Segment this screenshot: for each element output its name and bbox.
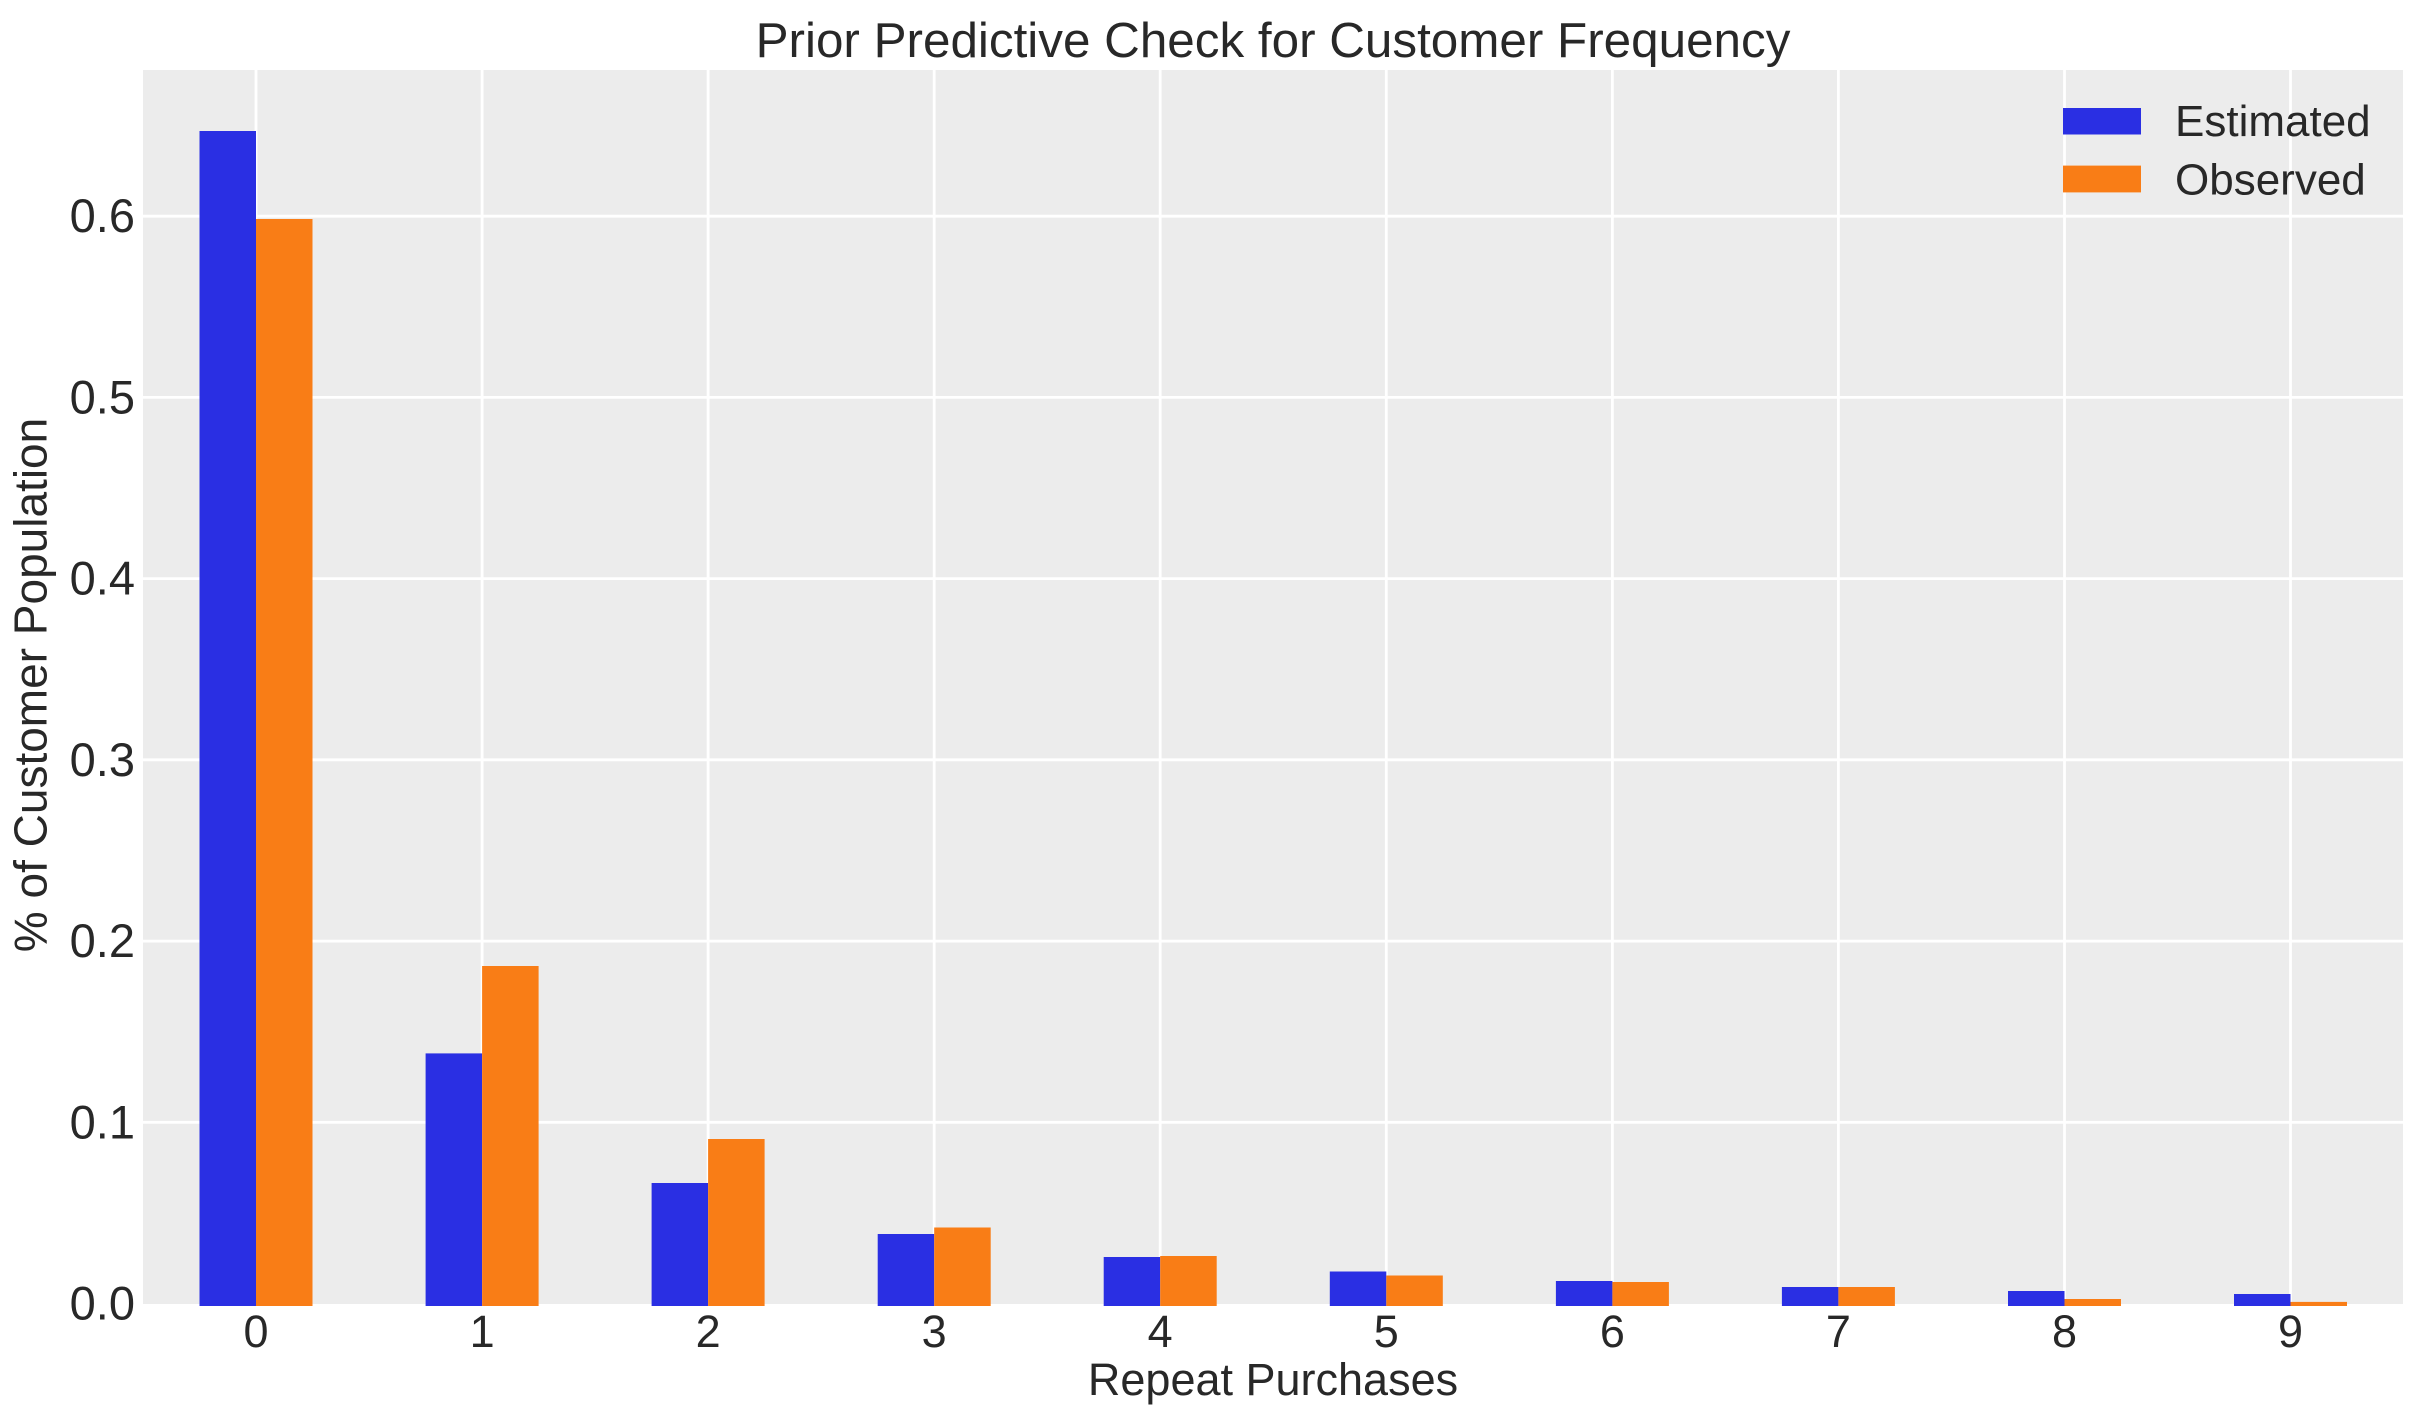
svg-text:0.0: 0.0	[70, 1277, 135, 1330]
svg-text:Observed: Observed	[2175, 155, 2366, 204]
svg-text:% of Customer Population: % of Customer Population	[5, 418, 57, 952]
svg-text:0.1: 0.1	[70, 1095, 135, 1148]
svg-text:0.4: 0.4	[70, 552, 135, 605]
svg-text:0.2: 0.2	[70, 914, 135, 967]
svg-text:9: 9	[2278, 1306, 2303, 1357]
svg-text:0: 0	[243, 1306, 268, 1357]
svg-text:5: 5	[1374, 1306, 1399, 1357]
svg-text:6: 6	[1600, 1306, 1625, 1357]
svg-text:0.6: 0.6	[70, 189, 135, 242]
svg-text:4: 4	[1148, 1306, 1173, 1357]
svg-text:7: 7	[1826, 1306, 1851, 1357]
svg-text:0.3: 0.3	[70, 733, 135, 786]
svg-text:0.5: 0.5	[70, 370, 135, 423]
svg-text:1: 1	[470, 1306, 495, 1357]
svg-text:Repeat Purchases: Repeat Purchases	[1088, 1354, 1458, 1405]
svg-text:2: 2	[696, 1306, 721, 1357]
svg-text:Estimated: Estimated	[2175, 97, 2371, 146]
svg-text:8: 8	[2052, 1306, 2077, 1357]
svg-text:Prior Predictive Check for Cus: Prior Predictive Check for Customer Freq…	[756, 13, 1791, 68]
svg-text:3: 3	[922, 1306, 947, 1357]
